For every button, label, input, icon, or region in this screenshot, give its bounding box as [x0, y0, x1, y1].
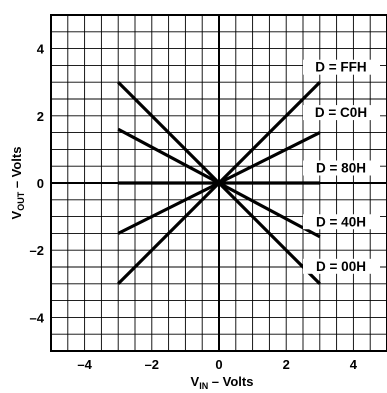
x-tick-label: 0: [215, 357, 222, 372]
series-label: D = 80H: [316, 161, 366, 176]
series-label: D = FFH: [315, 60, 366, 75]
y-tick-labels: –4 –2 0 2 4: [30, 42, 45, 326]
x-tick-labels: –4 –2 0 2 4: [77, 357, 357, 372]
y-axis-title: VOUT – Volts: [9, 147, 26, 220]
series-label-bg: [303, 59, 380, 75]
y-tick-label: 4: [37, 42, 45, 57]
x-tick-label: –2: [145, 357, 159, 372]
series-label: D = 00H: [316, 259, 366, 274]
series-line: [117, 81, 321, 285]
series-label-bg: [303, 258, 380, 274]
series-label-bg: [303, 160, 380, 176]
y-tick-label: –4: [30, 310, 45, 325]
series-label: D = C0H: [315, 105, 367, 120]
series-label: D = 40H: [316, 214, 366, 229]
y-tick-label: –2: [30, 243, 44, 258]
series-lines: [117, 81, 321, 285]
x-tick-label: 2: [283, 357, 290, 372]
y-tick-label: 0: [37, 176, 44, 191]
series-label-bg: [303, 105, 380, 121]
x-tick-label: 4: [350, 357, 358, 372]
x-axis-title: VIN – Volts: [191, 374, 254, 391]
x-tick-label: –4: [77, 357, 92, 372]
y-tick-label: 2: [37, 109, 44, 124]
series-labels: D = FFH D = C0H D = 80H D = 40H D = 00H: [303, 60, 380, 274]
series-label-bg: [303, 214, 380, 230]
